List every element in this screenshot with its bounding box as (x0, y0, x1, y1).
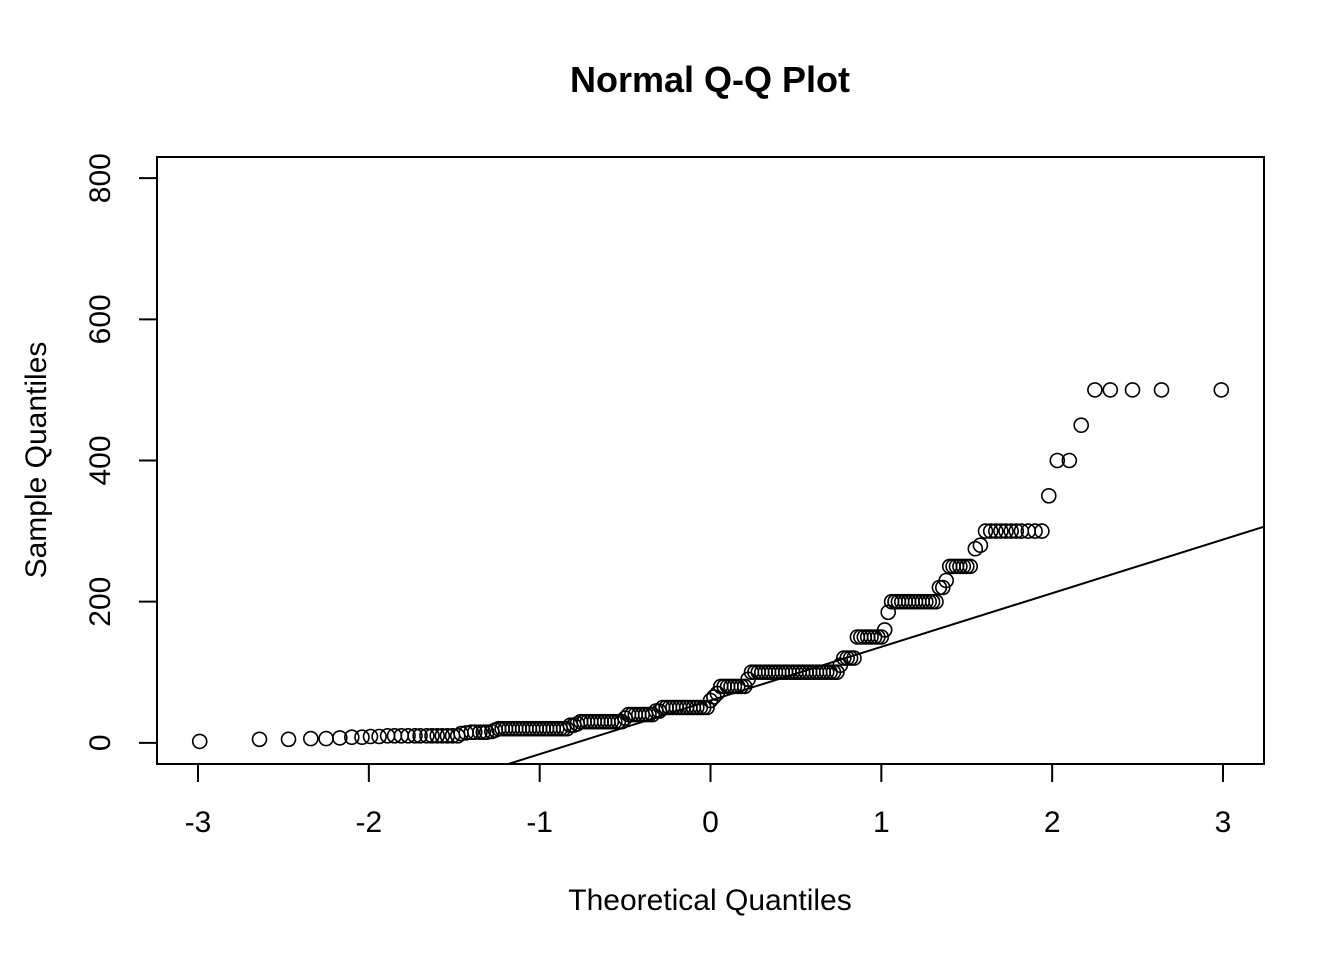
qq-point (987, 523, 1004, 539)
y-axis-label: Sample Quantiles (20, 342, 53, 579)
x-axis: -3 -2 -1 0 1 2 3 (185, 763, 1232, 839)
qq-point (967, 540, 984, 557)
y-axis: 0 200 400 600 800 (84, 153, 158, 751)
qq-point (1003, 523, 1020, 539)
qq-point (354, 729, 370, 746)
qq-point (466, 724, 483, 741)
qq-point (434, 727, 451, 744)
qq-point (191, 733, 208, 750)
qq-point (362, 728, 379, 745)
qq-point (829, 664, 845, 681)
qq-point (1034, 523, 1050, 539)
y-tick-label: 0 (84, 734, 117, 751)
qq-point (318, 730, 334, 747)
qq-point (955, 558, 972, 575)
x-tick-label: 0 (702, 806, 719, 839)
qq-point (934, 579, 951, 596)
x-tick-label: -2 (355, 806, 382, 839)
reference-line-layer (507, 525, 1265, 765)
qq-point (251, 731, 268, 748)
qq-point (343, 729, 360, 746)
qq-point (424, 727, 440, 744)
y-tick-label: 400 (84, 435, 117, 485)
plot-frame (156, 156, 1265, 765)
qq-point (938, 572, 955, 589)
x-axis-label: Theoretical Quantiles (568, 884, 851, 917)
qq-point (1073, 417, 1089, 434)
qq-point (1213, 382, 1230, 398)
qq-point (1027, 523, 1043, 539)
qq-point (688, 699, 705, 716)
x-tick-label: -1 (526, 806, 553, 839)
qq-point (998, 523, 1014, 539)
qq-point (928, 593, 944, 610)
qq-point (1049, 452, 1066, 469)
qq-point (371, 728, 387, 745)
qq-point (419, 727, 435, 744)
qq-point (1008, 523, 1025, 539)
qq-point (982, 523, 999, 539)
qq-point (846, 650, 862, 666)
qq-point (1041, 487, 1057, 504)
qq-point (876, 622, 893, 638)
qq-point (331, 730, 348, 746)
qq-point (606, 713, 623, 730)
y-tick-label: 600 (84, 294, 117, 344)
chart-title: Normal Q-Q Plot (570, 59, 850, 100)
qq-point (962, 558, 979, 575)
qq-point (873, 629, 890, 645)
qq-point (1087, 382, 1103, 398)
qq-point (478, 724, 495, 741)
qq-point (1102, 382, 1119, 398)
y-tick-label: 200 (84, 577, 117, 627)
y-tick-label: 800 (84, 153, 117, 203)
x-tick-label: 3 (1215, 806, 1232, 839)
qq-point (463, 724, 480, 741)
x-tick-label: -3 (185, 806, 212, 839)
qq-point (736, 678, 753, 695)
qq-point (729, 678, 746, 695)
qq-point (400, 727, 416, 744)
qq-point (412, 727, 428, 744)
qq-point (407, 727, 423, 744)
qq-point (1153, 382, 1170, 398)
qq-point (972, 537, 989, 554)
points-layer (191, 382, 1230, 750)
qq-point (280, 731, 297, 748)
qq-point (302, 730, 319, 747)
qq-point (1061, 452, 1078, 469)
x-tick-label: 1 (873, 806, 890, 839)
x-tick-label: 2 (1044, 806, 1061, 839)
qq-point (993, 523, 1009, 539)
qq-point (977, 523, 994, 539)
qq-point (429, 727, 446, 744)
qq-reference-line (507, 525, 1265, 765)
qq-point (1124, 382, 1141, 398)
